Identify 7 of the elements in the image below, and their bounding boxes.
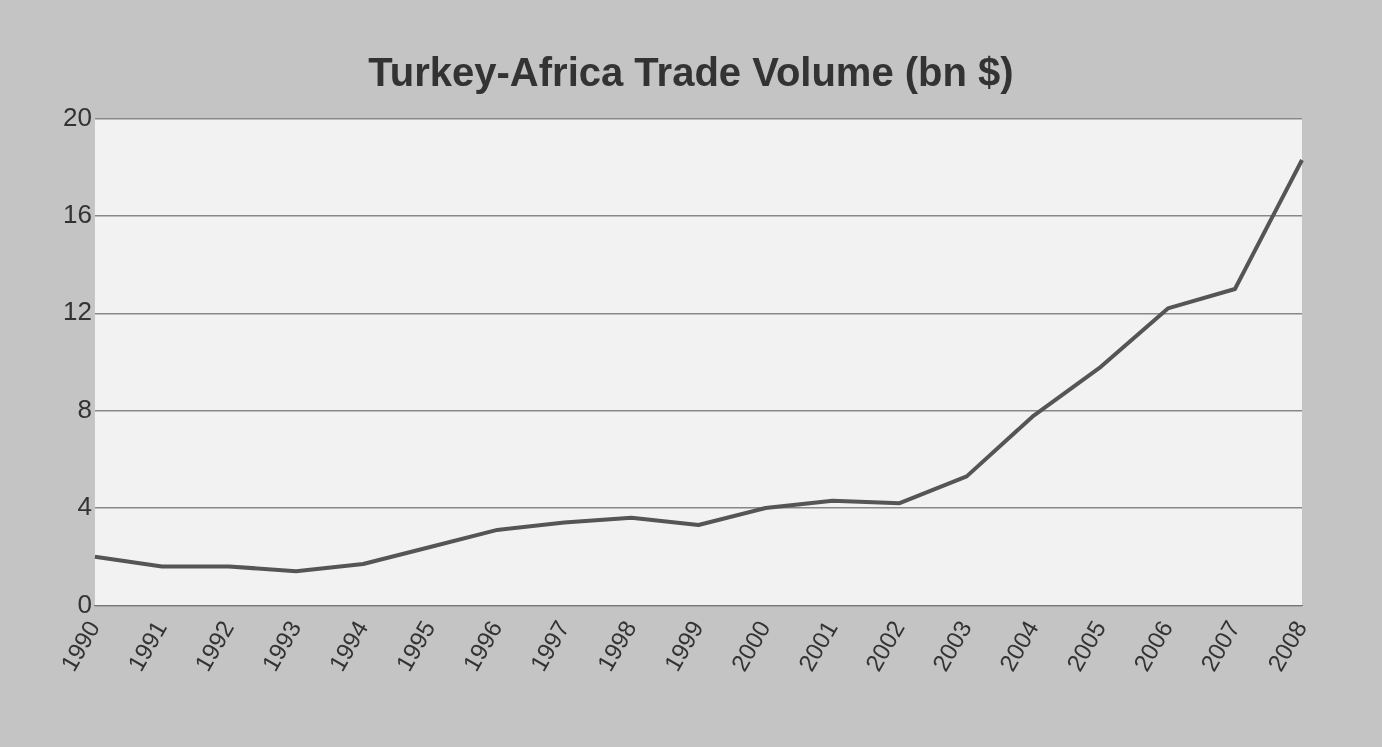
y-tick-label: 20 [63, 101, 92, 132]
y-tick-label: 0 [77, 588, 92, 619]
y-tick-label: 12 [63, 296, 92, 327]
y-tick-label: 8 [77, 393, 92, 424]
chart-title: Turkey-Africa Trade Volume (bn $) [367, 50, 1015, 95]
y-tick-label: 16 [63, 199, 92, 230]
y-tick-label: 4 [77, 491, 92, 522]
